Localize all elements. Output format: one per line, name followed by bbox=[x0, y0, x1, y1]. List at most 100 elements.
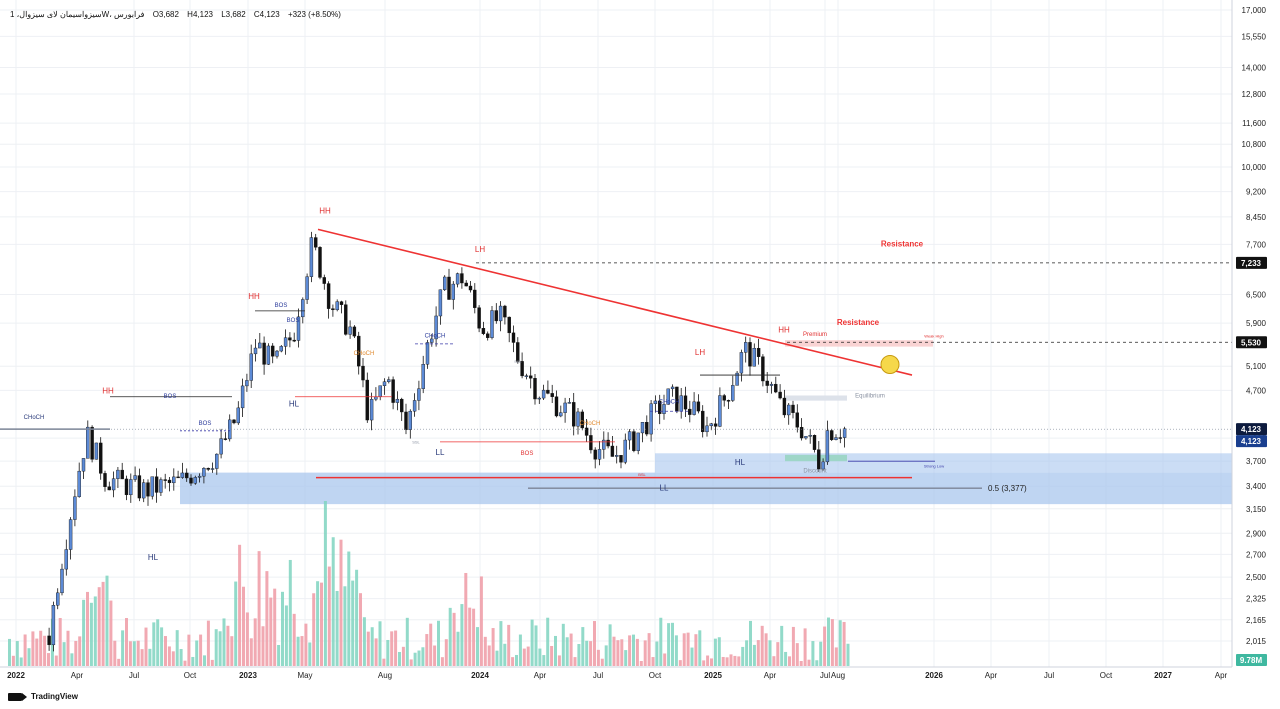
time-axis[interactable]: 2022 Jul Oct 2023 May Aug 2024 Apr Jul Oct 2025 Apr… bbox=[0, 666, 1232, 680]
candle-body bbox=[189, 477, 193, 484]
volume-bar bbox=[121, 630, 125, 666]
volume-bar bbox=[452, 612, 456, 666]
candle-body bbox=[541, 389, 546, 399]
volume-bar bbox=[491, 628, 495, 666]
y-tick-label: 4,700 bbox=[1246, 386, 1267, 395]
volume-bar bbox=[593, 621, 596, 666]
candle-body bbox=[529, 375, 533, 379]
price-axis[interactable]: 17,000 15,550 14,000 12,800 11,600 10,800 10,0… bbox=[1231, 0, 1280, 709]
candle-body bbox=[615, 455, 619, 457]
volume-bar bbox=[245, 612, 249, 666]
volume-bar bbox=[577, 644, 581, 666]
volume-bar bbox=[448, 607, 452, 666]
volume-bar bbox=[834, 647, 838, 666]
volume-bar bbox=[82, 599, 86, 666]
annotation-choch: CHoCH bbox=[425, 334, 446, 340]
candle-body bbox=[120, 469, 124, 480]
candle-body bbox=[314, 237, 318, 248]
candle-body bbox=[369, 398, 374, 421]
volume-bar bbox=[148, 648, 152, 666]
candle-body bbox=[494, 310, 498, 322]
volume-bar bbox=[729, 654, 733, 666]
symbol-name[interactable]: سیزواسیمان لای سیزوال، 1W، فرابورس bbox=[10, 10, 145, 19]
candle-body bbox=[554, 396, 559, 417]
volume-bar bbox=[113, 640, 117, 666]
candle-body bbox=[64, 549, 69, 570]
volume-bar bbox=[331, 537, 335, 666]
candle-body bbox=[77, 470, 81, 497]
candle-body bbox=[357, 335, 361, 367]
candle-body bbox=[559, 412, 563, 417]
volume-bar bbox=[27, 648, 31, 666]
candle-body bbox=[498, 305, 503, 322]
candle-body bbox=[567, 402, 572, 404]
volume-bar bbox=[296, 636, 300, 666]
volume-bar bbox=[105, 575, 109, 666]
candle-body bbox=[662, 404, 666, 414]
volume-bar bbox=[70, 653, 74, 666]
candle-body bbox=[597, 449, 602, 460]
volume-bar bbox=[713, 638, 717, 666]
candle-body bbox=[51, 604, 56, 646]
candle-body bbox=[606, 439, 610, 447]
volume-bar bbox=[546, 617, 550, 666]
candle-body bbox=[507, 316, 511, 334]
volume-bar bbox=[230, 636, 234, 666]
volume-bar bbox=[249, 638, 253, 666]
candle-body bbox=[722, 395, 726, 401]
volume-bar bbox=[366, 631, 370, 666]
candle-body bbox=[701, 410, 705, 433]
candle-body bbox=[400, 398, 404, 413]
volume-bar bbox=[39, 630, 43, 666]
ohlc-close: C4,123 bbox=[253, 10, 280, 19]
volume-bar bbox=[78, 636, 82, 666]
volume-bar bbox=[394, 630, 398, 666]
candle-body bbox=[739, 352, 744, 374]
volume-bar bbox=[140, 649, 144, 666]
volume-bar bbox=[398, 651, 401, 666]
candle-body bbox=[202, 468, 206, 477]
volume-bar bbox=[557, 655, 561, 666]
x-tick-label: Aug bbox=[831, 671, 845, 680]
x-tick-label: Apr bbox=[534, 671, 547, 680]
candle-body bbox=[146, 482, 150, 497]
annotation-ll: LL bbox=[660, 484, 669, 493]
candle-body bbox=[176, 476, 180, 479]
candle-body bbox=[116, 469, 120, 479]
annotation-strong-low: Strong Low bbox=[924, 464, 944, 469]
annotation-hh: HH bbox=[248, 292, 260, 301]
ohlc-low: L3,682 bbox=[221, 10, 246, 19]
candle-body bbox=[124, 478, 129, 496]
volume-bar bbox=[440, 657, 444, 666]
volume-bar bbox=[604, 645, 608, 666]
candle-body bbox=[443, 276, 447, 290]
candle-body bbox=[296, 316, 301, 341]
annotation-choch: CHoCH bbox=[354, 351, 375, 357]
volume-bar bbox=[628, 635, 632, 666]
x-tick-label: 2026 bbox=[925, 671, 943, 680]
volume-bar bbox=[815, 660, 819, 666]
volume-bar bbox=[359, 593, 362, 666]
candle-body bbox=[688, 408, 692, 415]
volume-bar bbox=[335, 590, 339, 666]
volume-bar bbox=[261, 626, 265, 666]
tradingview-brand[interactable]: TradingView bbox=[8, 692, 78, 701]
candle-body bbox=[236, 407, 241, 424]
x-tick-label: 2024 bbox=[471, 671, 489, 680]
candle-body bbox=[60, 568, 64, 594]
volume-bar bbox=[643, 640, 647, 666]
candle-body bbox=[210, 468, 215, 470]
candle-body bbox=[524, 375, 529, 377]
volume-bar bbox=[374, 638, 378, 666]
volume-bar bbox=[538, 648, 542, 666]
candle-body bbox=[301, 299, 305, 318]
volume-bar bbox=[515, 654, 518, 666]
candle-body bbox=[305, 276, 309, 300]
candle-body bbox=[335, 301, 339, 311]
brand-text: TradingView bbox=[31, 692, 78, 701]
volume-bar bbox=[717, 637, 721, 666]
y-tick-label: 8,450 bbox=[1246, 213, 1267, 222]
volume-bar bbox=[179, 648, 183, 666]
volume-bar bbox=[632, 634, 635, 666]
